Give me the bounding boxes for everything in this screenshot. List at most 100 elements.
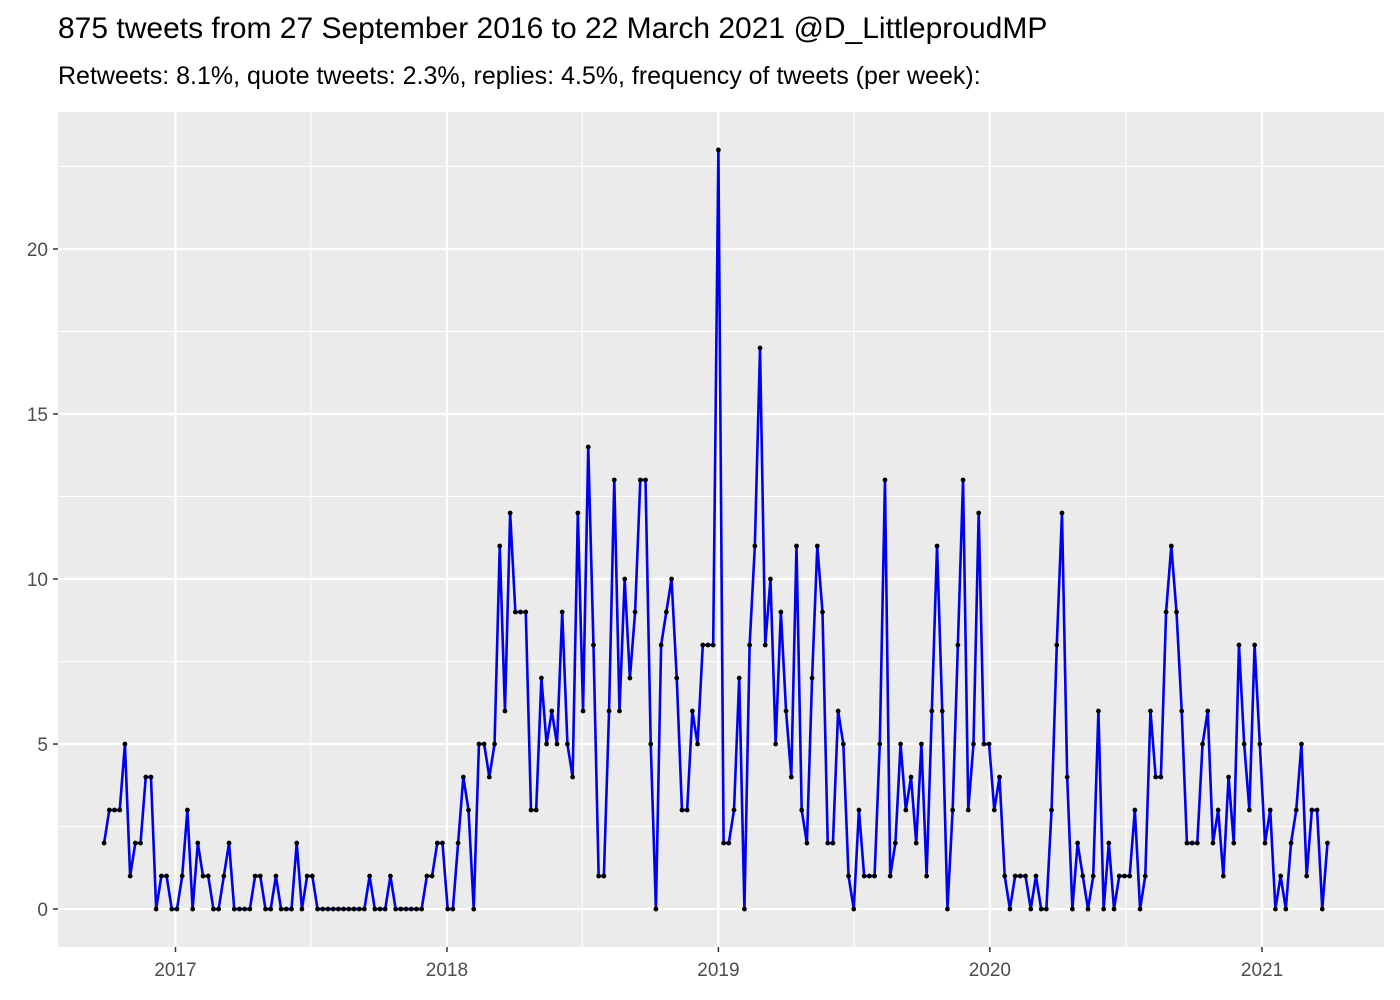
data-point xyxy=(481,741,487,747)
data-point xyxy=(1085,906,1091,912)
data-point xyxy=(356,906,362,912)
data-point xyxy=(1241,741,1247,747)
data-point xyxy=(1246,807,1252,813)
data-point xyxy=(471,906,477,912)
data-point xyxy=(1168,543,1174,549)
data-point xyxy=(1075,840,1080,846)
data-point xyxy=(591,642,596,648)
data-point xyxy=(216,906,222,912)
data-point xyxy=(794,543,799,549)
data-point xyxy=(882,477,888,483)
data-point xyxy=(408,906,414,912)
data-point xyxy=(736,675,742,681)
data-point xyxy=(1142,873,1148,879)
chart-title: 875 tweets from 27 September 2016 to 22 … xyxy=(58,12,1048,45)
data-point xyxy=(148,774,154,780)
data-point xyxy=(403,906,409,912)
data-point xyxy=(700,642,706,648)
data-point xyxy=(1101,906,1107,912)
data-point xyxy=(252,873,258,879)
data-point xyxy=(507,510,513,516)
data-point xyxy=(684,807,690,813)
data-point xyxy=(372,906,378,912)
data-point xyxy=(648,741,654,747)
data-point xyxy=(299,906,305,912)
data-point xyxy=(570,774,576,780)
data-point xyxy=(247,906,253,912)
data-point xyxy=(768,576,773,582)
data-point xyxy=(1111,906,1117,912)
series-points-group xyxy=(101,147,1330,912)
data-point xyxy=(908,774,914,780)
data-point xyxy=(554,741,560,747)
data-point xyxy=(398,906,404,912)
data-point xyxy=(309,873,315,879)
data-point xyxy=(898,741,903,747)
data-point xyxy=(190,906,196,912)
data-point xyxy=(424,873,430,879)
x-axis: 2017 2018 2019 2020 2021 xyxy=(154,947,1283,981)
data-point xyxy=(492,741,497,747)
data-point xyxy=(731,807,737,813)
data-point xyxy=(341,906,346,912)
data-point xyxy=(512,609,518,615)
data-point xyxy=(617,708,622,714)
data-point xyxy=(1262,840,1268,846)
data-point xyxy=(622,576,628,582)
data-point xyxy=(726,840,732,846)
data-point xyxy=(388,873,393,879)
data-point xyxy=(289,906,294,912)
data-point xyxy=(1325,840,1330,846)
data-point xyxy=(773,741,779,747)
data-point xyxy=(976,510,982,516)
x-tick-label: 2020 xyxy=(969,960,1011,981)
data-point xyxy=(283,906,289,912)
data-point xyxy=(997,774,1002,780)
data-point xyxy=(1033,873,1039,879)
data-point xyxy=(742,906,747,912)
data-point xyxy=(945,906,950,912)
data-point xyxy=(674,675,680,681)
data-point xyxy=(1226,774,1231,780)
data-point xyxy=(601,873,607,879)
data-point xyxy=(1309,807,1315,813)
data-point xyxy=(1205,708,1211,714)
data-point xyxy=(903,807,909,813)
data-point xyxy=(1163,609,1169,615)
data-point xyxy=(455,840,461,846)
data-point xyxy=(169,906,175,912)
data-point xyxy=(814,543,820,549)
data-point xyxy=(1278,873,1284,879)
data-point xyxy=(205,873,211,879)
data-point xyxy=(1153,774,1159,780)
data-point xyxy=(533,807,539,813)
data-point xyxy=(606,708,612,714)
data-point xyxy=(544,741,549,747)
data-point xyxy=(788,774,794,780)
data-point xyxy=(1288,840,1294,846)
data-point xyxy=(1304,873,1310,879)
data-point xyxy=(1059,510,1065,516)
data-point xyxy=(362,906,367,912)
data-point xyxy=(1200,741,1205,747)
data-point xyxy=(466,807,471,813)
data-point xyxy=(450,906,456,912)
data-point xyxy=(185,807,190,813)
data-point xyxy=(1314,807,1320,813)
data-point xyxy=(820,609,825,615)
data-point xyxy=(658,642,664,648)
data-point xyxy=(164,873,169,879)
data-point xyxy=(991,807,997,813)
data-point xyxy=(1137,906,1143,912)
data-point xyxy=(242,906,248,912)
data-point xyxy=(1179,708,1185,714)
data-point xyxy=(476,741,482,747)
data-point xyxy=(846,873,851,879)
data-point xyxy=(778,609,784,615)
data-point xyxy=(861,873,867,879)
data-point xyxy=(965,807,971,813)
data-point xyxy=(575,510,581,516)
data-point xyxy=(913,840,919,846)
data-point xyxy=(955,642,961,648)
data-point xyxy=(877,741,883,747)
